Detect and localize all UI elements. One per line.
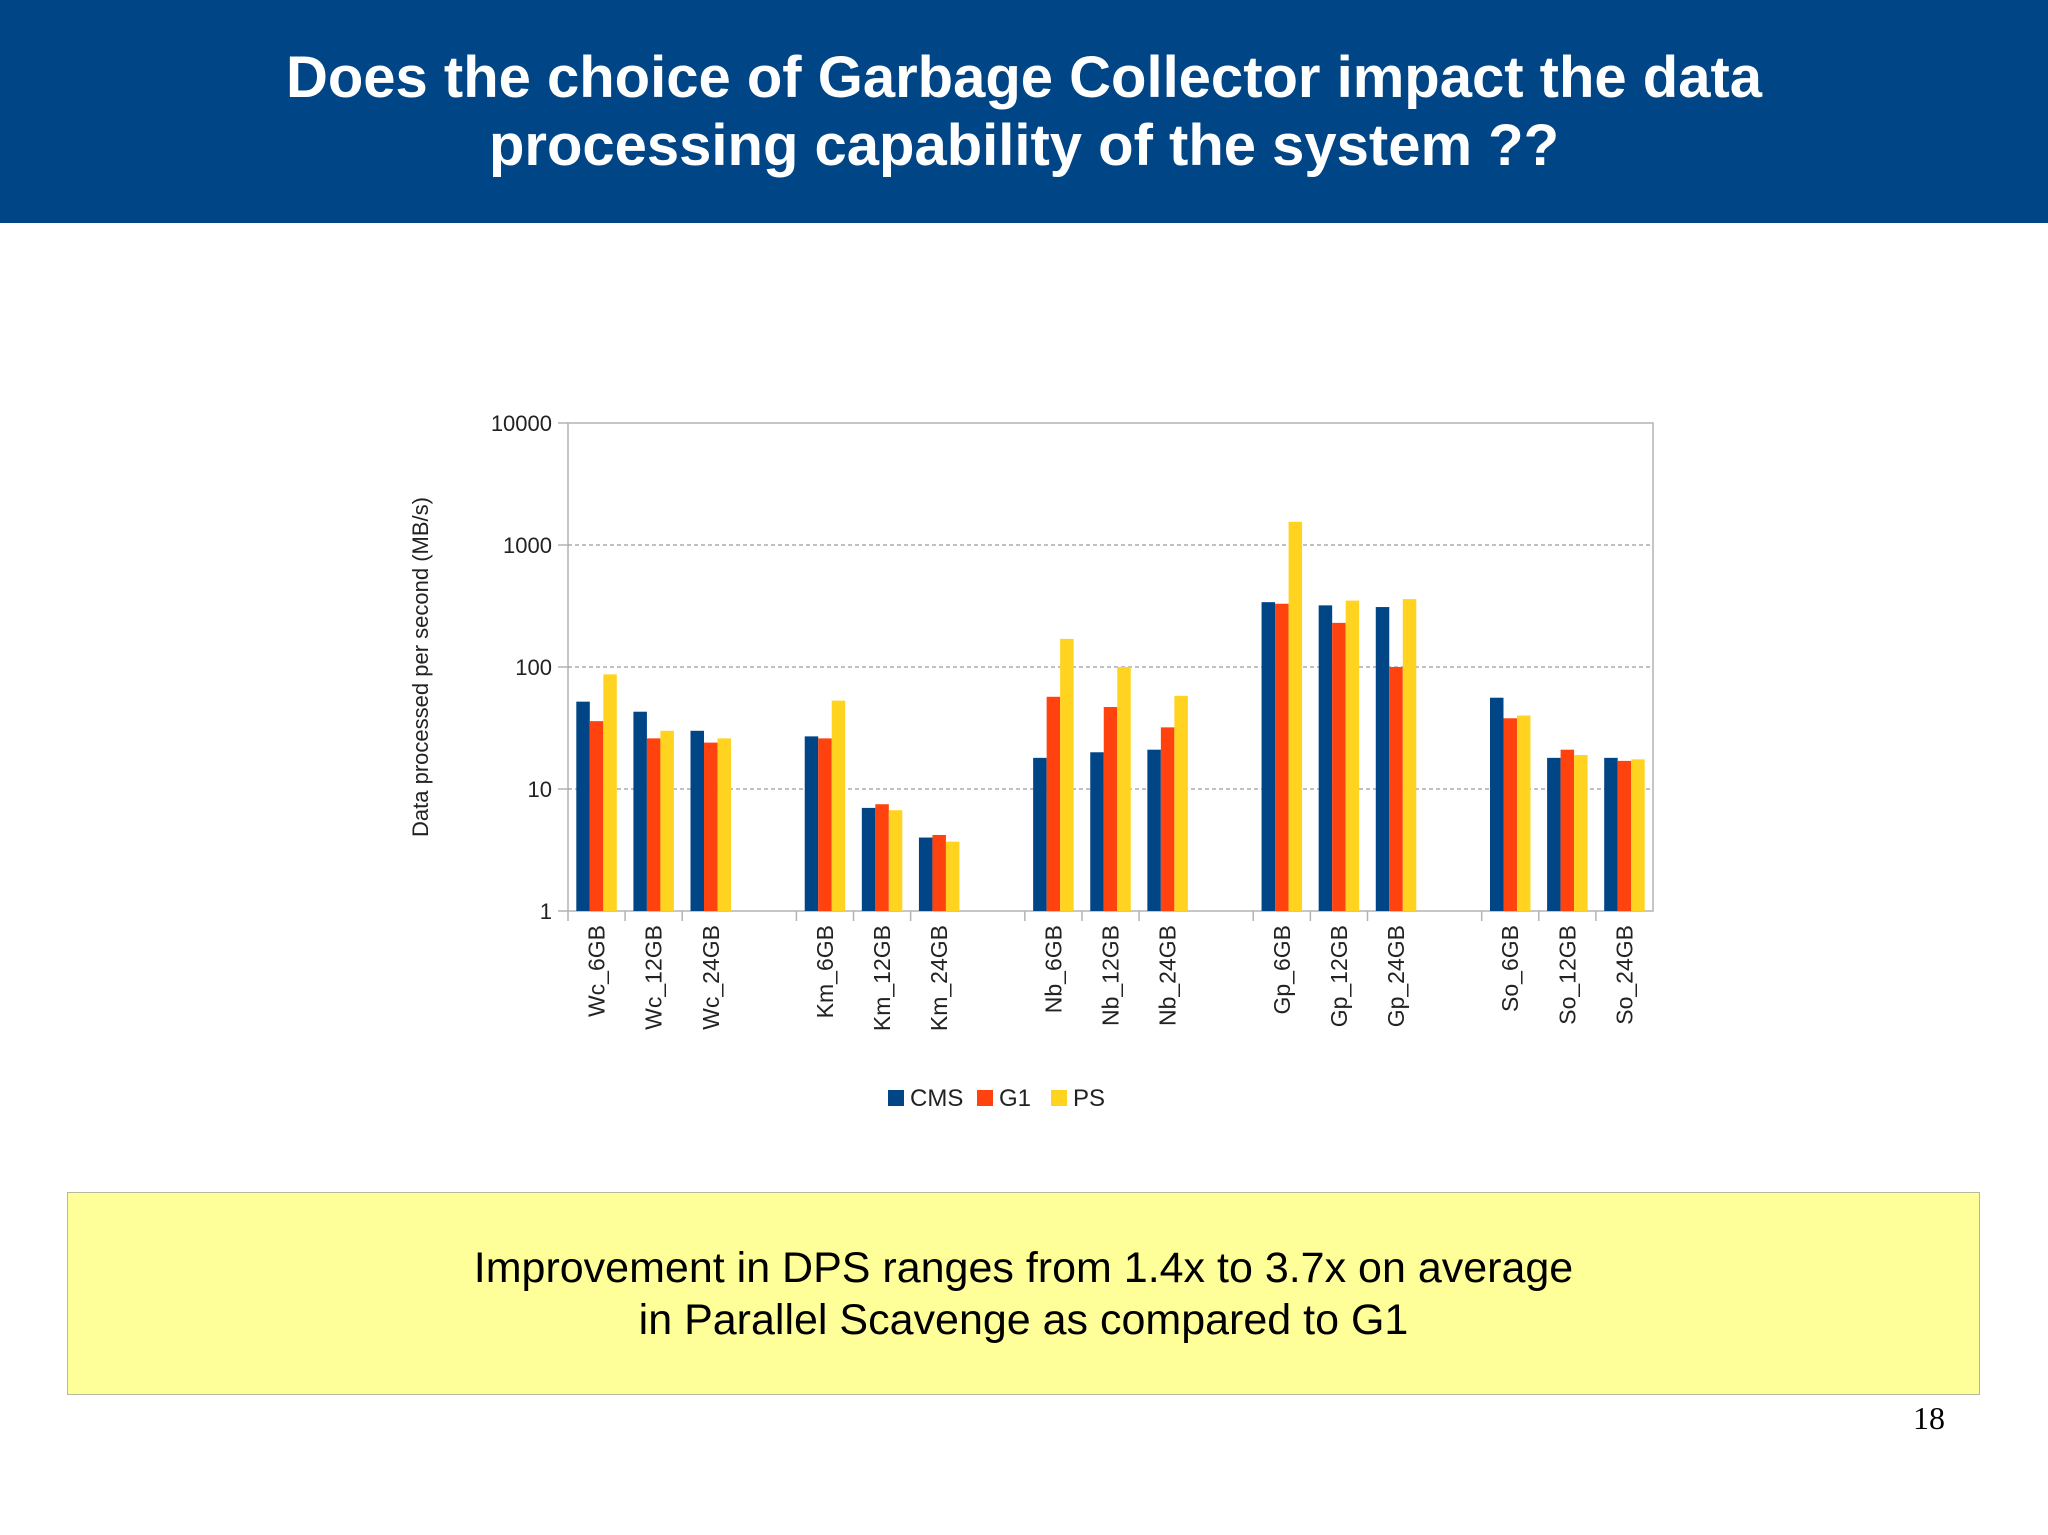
bar-g1-wc_24gb [704, 742, 718, 911]
bar-ps-km_12gb [888, 810, 903, 911]
legend-label-cms: CMS [910, 1085, 963, 1112]
bar-cms-nb_6gb [1033, 757, 1047, 911]
bar-g1-nb_12gb [1103, 707, 1118, 911]
y-axis-ticks: 1 10 100 1000 10000 [491, 411, 568, 924]
bar-cms-wc_12gb [633, 711, 647, 911]
legend-swatch-g1 [977, 1090, 993, 1106]
bar-chart: 1 10 100 1000 10000 Wc_6GB Wc_12GB Wc_24GB Km_6… [380, 380, 1680, 1140]
bar-cms-km_12gb [861, 807, 876, 911]
bar-cms-wc_6gb [576, 701, 590, 911]
legend-label-ps: PS [1073, 1085, 1105, 1112]
bar-ps-gp_12gb [1345, 600, 1360, 911]
bar-ps-km_24gb [945, 841, 960, 911]
bar-g1-gp_12gb [1332, 622, 1346, 911]
y-tick-label: 100 [515, 655, 552, 680]
x-tick-label: Nb_24GB [1155, 925, 1181, 1026]
x-tick-label: So_24GB [1611, 925, 1637, 1025]
legend-swatch-cms [888, 1090, 904, 1106]
bar-g1-wc_12gb [646, 738, 661, 911]
bar-g1-so_24gb [1617, 760, 1632, 911]
bar-ps-gp_6gb [1288, 521, 1303, 911]
bars [576, 521, 1645, 911]
callout-box: Improvement in DPS ranges from 1.4x to 3… [67, 1192, 1980, 1395]
bar-ps-wc_24gb [717, 738, 732, 911]
bar-cms-nb_24gb [1147, 749, 1161, 911]
bar-cms-km_24gb [918, 837, 933, 911]
bar-g1-wc_6gb [589, 721, 604, 911]
bar-ps-gp_24gb [1402, 599, 1417, 911]
bar-g1-nb_6gb [1046, 696, 1061, 911]
x-tick-label: Wc_6GB [584, 925, 610, 1017]
bar-g1-gp_6gb [1275, 603, 1289, 911]
x-axis-ticks: Wc_6GB Wc_12GB Wc_24GB Km_6GB Km_12GB Km_24GB… [567, 911, 1637, 1031]
bar-ps-nb_24gb [1174, 695, 1188, 911]
x-tick-label: Wc_24GB [698, 925, 724, 1030]
bar-ps-so_12gb [1574, 754, 1588, 911]
y-tick-label: 1000 [503, 533, 552, 558]
bar-cms-nb_12gb [1090, 752, 1104, 911]
callout-line-1: Improvement in DPS ranges from 1.4x to 3… [473, 1243, 1574, 1292]
bar-ps-km_6gb [831, 700, 846, 911]
bar-cms-so_24gb [1604, 757, 1618, 911]
legend: CMS G1 PS [888, 1085, 1105, 1112]
y-tick-label: 10 [528, 777, 552, 802]
y-tick-label: 10000 [491, 411, 552, 436]
bar-cms-gp_6gb [1261, 602, 1276, 911]
x-tick-label: Km_24GB [926, 925, 952, 1031]
y-tick-label: 1 [540, 899, 552, 924]
callout-line-2: in Parallel Scavenge as compared to G1 [638, 1295, 1409, 1344]
y-axis-label: Data processed per second (MB/s) [408, 497, 433, 837]
bar-cms-gp_24gb [1375, 607, 1390, 911]
slide-title: Does the choice of Garbage Collector imp… [174, 44, 1874, 180]
slide-title-line-1: Does the choice of Garbage Collector imp… [285, 44, 1763, 110]
bar-ps-so_24gb [1631, 759, 1645, 911]
bar-g1-km_24gb [932, 834, 946, 911]
bar-ps-wc_6gb [603, 674, 617, 911]
bar-cms-wc_24gb [690, 730, 705, 911]
x-tick-label: Km_6GB [812, 925, 838, 1018]
bar-cms-so_6gb [1489, 697, 1504, 911]
bar-ps-wc_12gb [660, 730, 674, 911]
x-tick-label: Gp_6GB [1269, 925, 1295, 1015]
legend-label-g1: G1 [999, 1085, 1031, 1112]
bar-ps-so_6gb [1516, 715, 1531, 911]
bar-g1-nb_24gb [1160, 727, 1175, 911]
title-bar: Does the choice of Garbage Collector imp… [0, 0, 2048, 223]
x-tick-label: Nb_6GB [1040, 925, 1066, 1013]
bar-g1-so_6gb [1503, 718, 1517, 911]
slide-title-line-2: processing capability of the system ?? [488, 112, 1560, 178]
bar-chart-svg: 1 10 100 1000 10000 Wc_6GB Wc_12GB Wc_24GB Km_6… [408, 411, 1654, 1112]
bar-g1-km_12gb [875, 804, 889, 911]
bar-cms-so_12gb [1547, 757, 1561, 911]
bar-cms-gp_12gb [1318, 605, 1333, 911]
x-tick-label: Gp_24GB [1383, 925, 1409, 1027]
bar-cms-km_6gb [804, 736, 819, 911]
x-tick-label: So_12GB [1554, 925, 1580, 1025]
x-tick-label: Gp_12GB [1326, 925, 1352, 1027]
bar-ps-nb_6gb [1060, 638, 1074, 911]
x-tick-label: Wc_12GB [641, 925, 667, 1030]
bar-g1-km_6gb [818, 738, 832, 911]
bar-g1-so_12gb [1560, 749, 1575, 911]
x-tick-label: Nb_12GB [1098, 925, 1124, 1026]
bar-ps-nb_12gb [1117, 667, 1131, 911]
page-number: 18 [1913, 1400, 1945, 1436]
legend-swatch-ps [1051, 1090, 1067, 1106]
x-tick-label: So_6GB [1497, 925, 1523, 1012]
x-tick-label: Km_12GB [869, 925, 895, 1031]
bar-g1-gp_24gb [1389, 667, 1403, 911]
